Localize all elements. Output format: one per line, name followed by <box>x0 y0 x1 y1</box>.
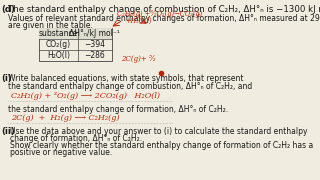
Text: change of formation, ΔH°ₙ of C₂H₂.: change of formation, ΔH°ₙ of C₂H₂. <box>10 134 142 143</box>
Text: C₂H₂(g) +³⁄₂O₂(g)→CO₂(g): C₂H₂(g) +³⁄₂O₂(g)→CO₂(g) <box>117 10 203 18</box>
Text: ΔH°ₙ/kJ mol⁻¹: ΔH°ₙ/kJ mol⁻¹ <box>69 29 120 38</box>
Text: −286: −286 <box>84 51 105 60</box>
Text: the standard enthalpy change of combustion, ΔH°ₙ of C₂H₂, and: the standard enthalpy change of combusti… <box>8 82 253 91</box>
Text: Write balanced equations, with state symbols, that represent: Write balanced equations, with state sym… <box>8 74 244 83</box>
Text: The standard enthalpy change of combustion of C₂H₂, ΔH°ₙ is −1300 kJ mol⁻¹ at 29: The standard enthalpy change of combusti… <box>8 5 320 14</box>
Bar <box>39 28 112 39</box>
Text: (ii): (ii) <box>2 127 15 136</box>
Text: −394: −394 <box>84 40 105 49</box>
Text: substance: substance <box>39 29 78 38</box>
Text: are given in the table.: are given in the table. <box>8 21 93 30</box>
Text: (i): (i) <box>2 74 12 83</box>
Text: 2C(g)+ ⁵⁄₂: 2C(g)+ ⁵⁄₂ <box>121 55 156 63</box>
Text: +H₂O(l): +H₂O(l) <box>125 17 152 25</box>
Text: CO₂(g): CO₂(g) <box>46 40 71 49</box>
Text: H₂O(l): H₂O(l) <box>47 51 70 60</box>
Text: Values of relevant standard enthalpy changes of formation, ΔH°ₙ measured at 298 : Values of relevant standard enthalpy cha… <box>8 14 320 23</box>
Text: 2C(g)  +  H₂(g) ⟶ C₂H₂(g): 2C(g) + H₂(g) ⟶ C₂H₂(g) <box>11 114 120 122</box>
Text: C₂H₂(g) + ³O₂(g) ⟶ 2CO₂(g)   H₂O(l): C₂H₂(g) + ³O₂(g) ⟶ 2CO₂(g) H₂O(l) <box>11 92 160 100</box>
Bar <box>39 28 112 61</box>
Text: Use the data above and your answer to (i) to calculate the standard enthalpy: Use the data above and your answer to (i… <box>10 127 308 136</box>
Text: positive or negative value.: positive or negative value. <box>10 148 112 157</box>
Text: (d): (d) <box>2 5 16 14</box>
Text: Show clearly whether the standard enthalpy change of formation of C₂H₂ has a: Show clearly whether the standard enthal… <box>10 141 313 150</box>
Text: the standard enthalpy change of formation, ΔH°ₙ of C₂H₂.: the standard enthalpy change of formatio… <box>8 105 228 114</box>
